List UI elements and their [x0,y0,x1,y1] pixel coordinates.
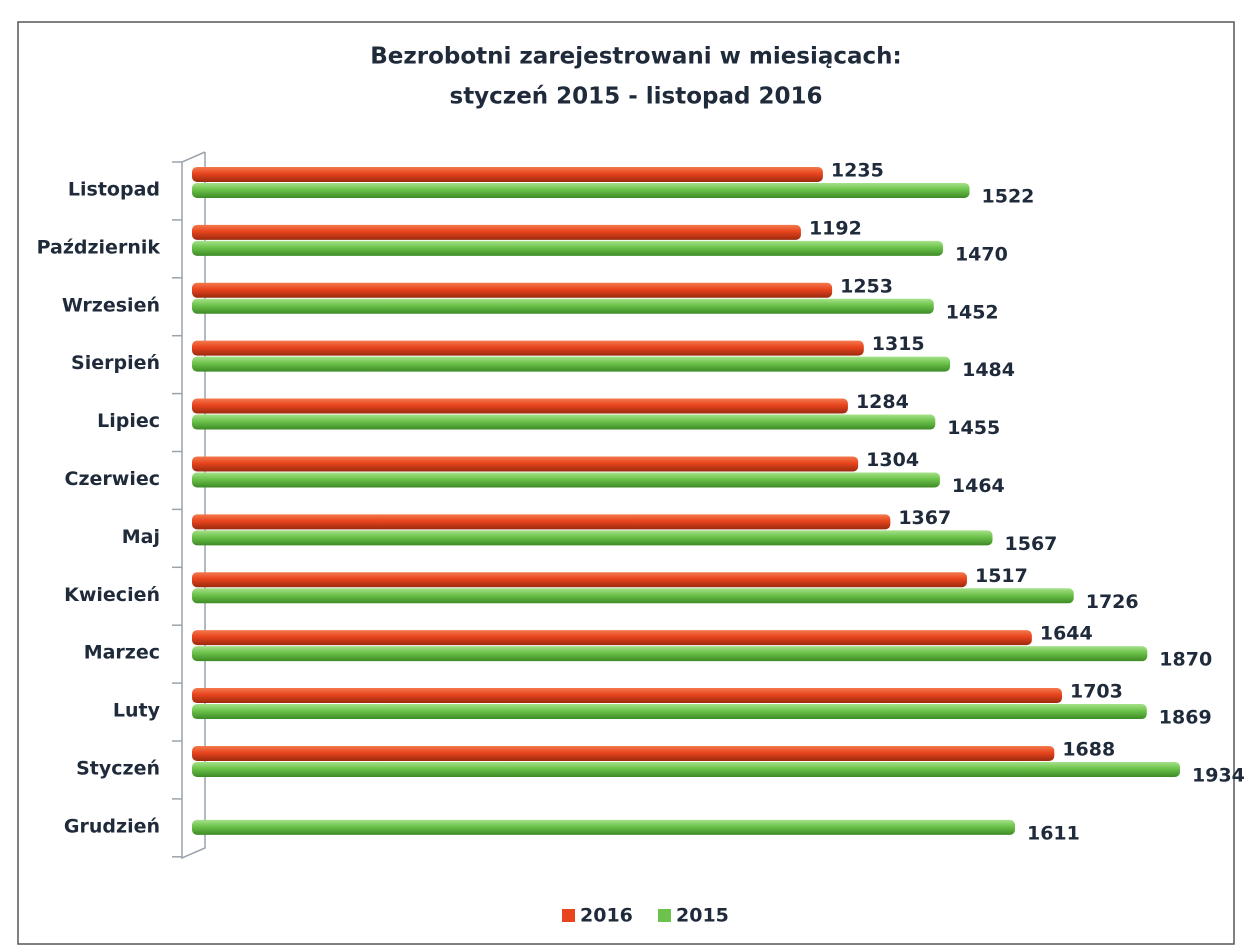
bar [192,530,993,546]
data-label: 1484 [962,359,1015,381]
bar [192,572,967,588]
bar [192,745,1055,761]
data-label: 1688 [1062,738,1115,760]
legend-label: 2016 [580,905,633,927]
data-label: 1192 [809,217,862,239]
y-tick-label: Czerwiec [65,468,160,490]
data-label: 1517 [975,565,1028,587]
bar [192,240,943,256]
bar [192,224,801,240]
legend-swatch [562,909,575,922]
bar [192,356,951,372]
data-label: 1464 [952,475,1005,497]
bar [192,704,1147,720]
category-axis [181,151,206,860]
bar [192,166,823,182]
data-label: 1522 [982,185,1035,207]
data-label: 1315 [872,333,925,355]
bar [192,398,848,414]
bar [192,688,1062,704]
y-tick-label: Listopad [68,178,160,200]
y-tick-label: Kwiecień [64,584,160,606]
data-label: 1644 [1040,623,1093,645]
bar [192,456,859,472]
y-tick-label: Maj [122,526,160,548]
chart-title: Bezrobotni zarejestrowani w miesiącach: [370,44,902,70]
bar [192,761,1180,777]
data-label: 1455 [947,417,1000,439]
bar [192,630,1032,646]
data-label: 1253 [840,275,893,297]
data-label: 1452 [946,301,999,323]
y-tick-label: Wrzesień [62,294,160,316]
data-label: 1304 [866,449,919,471]
bar [192,282,833,298]
bar [192,414,936,430]
y-tick-label: Styczeń [76,757,160,779]
data-label: 1869 [1159,707,1212,729]
bar [192,514,891,530]
frame [17,21,1235,945]
y-tick-label: Sierpień [71,352,160,374]
data-label: 1934 [1192,764,1245,786]
legend-label: 2015 [676,905,729,927]
legend-swatch [658,909,671,922]
y-tick-label: Październik [37,236,161,258]
y-tick-label: Marzec [84,642,160,664]
y-tick-label: Lipiec [97,410,160,432]
y-tick-label: Luty [113,700,161,722]
bar [192,182,970,198]
data-label: 1726 [1086,591,1139,613]
bar [192,646,1148,662]
data-label: 1567 [1005,533,1058,555]
bar [192,472,940,488]
bar [192,340,864,356]
y-tick-label: Grudzień [64,815,160,837]
bar [192,588,1074,604]
bar [192,298,934,314]
data-label: 1611 [1027,822,1080,844]
data-label: 1284 [856,391,909,413]
bar [192,819,1015,835]
chart-subtitle: styczeń 2015 - listopad 2016 [450,84,823,110]
data-label: 1870 [1159,649,1212,671]
data-label: 1235 [831,159,884,181]
data-label: 1703 [1070,681,1123,703]
data-label: 1367 [898,507,951,529]
data-label: 1470 [955,243,1008,265]
